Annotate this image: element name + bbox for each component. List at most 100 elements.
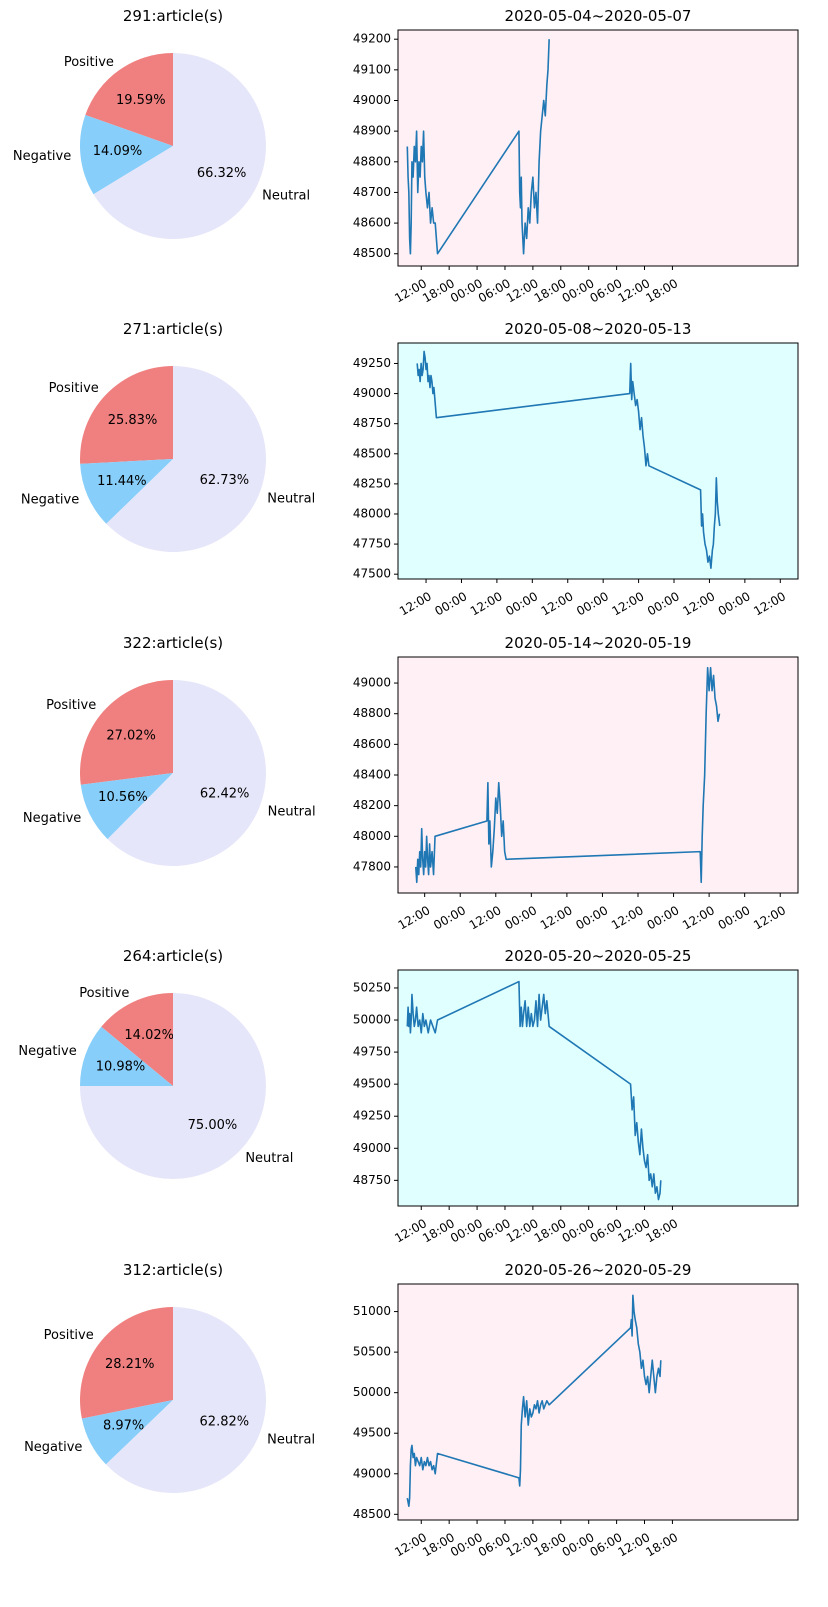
y-tick-label: 50500: [353, 1345, 391, 1359]
plot-area: [398, 970, 798, 1206]
pie-slice-neutral: [80, 993, 266, 1179]
x-tick-label: 12:00: [539, 589, 576, 618]
pie-label-positive: Positive: [49, 381, 99, 396]
x-tick-label: 00:00: [644, 903, 681, 932]
price-line: [406, 1294, 662, 1508]
pie-label-negative: Negative: [23, 811, 81, 826]
pie-label-neutral: Neutral: [262, 189, 310, 204]
plot-frame: [397, 969, 799, 1207]
pie-pct-neutral: 75.00%: [188, 1118, 238, 1133]
line-title: 2020-05-08~2020-05-13: [505, 320, 692, 338]
pie-slice-positive: [80, 366, 173, 464]
line-title: 2020-05-04~2020-05-07: [505, 7, 692, 25]
pie-title: 291:article(s): [123, 7, 223, 25]
pie-pct-negative: 11.44%: [97, 474, 147, 489]
x-tick-label: 12:00: [610, 589, 647, 618]
pie-pct-positive: 27.02%: [106, 729, 156, 744]
y-tick-label: 48900: [353, 124, 391, 138]
pie-slice-neutral: [107, 680, 267, 866]
plot-frame: [397, 342, 799, 580]
y-tick-label: 48700: [353, 185, 391, 199]
y-tick-label: 49000: [353, 386, 391, 400]
pie-slice-negative: [81, 1400, 173, 1465]
pie-slice-neutral: [93, 53, 267, 239]
pie-slice-positive: [85, 52, 173, 146]
line-title: 2020-05-20~2020-05-25: [505, 947, 692, 965]
pie-label-positive: Positive: [46, 698, 96, 713]
x-tick-label: 18:00: [643, 1216, 680, 1245]
pie-label-neutral: Neutral: [268, 804, 316, 819]
plot-frame: [397, 29, 799, 267]
plot-frame: [397, 656, 799, 894]
pie-pct-negative: 10.56%: [98, 790, 148, 805]
y-tick-label: 50000: [353, 1013, 391, 1027]
plot-frame: [397, 1283, 799, 1521]
pie-label-positive: Positive: [79, 986, 129, 1001]
y-tick-label: 48500: [353, 246, 391, 260]
y-tick-label: 50250: [353, 980, 391, 994]
plot-area: [398, 30, 798, 266]
pie-slice-positive: [101, 993, 173, 1086]
plot-area: [398, 343, 798, 579]
x-tick-label: 00:00: [716, 589, 753, 618]
pie-pct-neutral: 62.82%: [200, 1414, 250, 1429]
pie-slice-negative: [80, 1026, 173, 1086]
x-tick-label: 00:00: [432, 589, 469, 618]
x-tick-label: 00:00: [503, 589, 540, 618]
y-tick-label: 48400: [353, 768, 391, 782]
pie-label-positive: Positive: [44, 1328, 94, 1343]
y-tick-label: 48750: [353, 1173, 391, 1187]
pie-slice-neutral: [106, 366, 267, 552]
x-tick-label: 00:00: [645, 589, 682, 618]
y-tick-label: 49250: [353, 1109, 391, 1123]
pie-pct-neutral: 66.32%: [197, 166, 247, 181]
y-tick-label: 49250: [353, 356, 391, 370]
pie-label-positive: Positive: [64, 55, 114, 70]
y-tick-label: 49100: [353, 62, 391, 76]
x-tick-label: 12:00: [467, 903, 504, 932]
x-tick-label: 12:00: [751, 589, 788, 618]
pie-label-neutral: Neutral: [245, 1151, 293, 1166]
pie-pct-positive: 28.21%: [105, 1357, 155, 1372]
pie-pct-negative: 8.97%: [103, 1418, 144, 1433]
x-tick-label: 12:00: [680, 589, 717, 618]
pie-label-negative: Negative: [18, 1044, 76, 1059]
y-tick-label: 48800: [353, 154, 391, 168]
pie-title: 312:article(s): [123, 1261, 223, 1279]
y-tick-label: 49000: [353, 1141, 391, 1155]
y-tick-label: 48500: [353, 446, 391, 460]
y-tick-label: 49200: [353, 32, 391, 46]
y-tick-label: 48000: [353, 829, 391, 843]
price-line: [416, 350, 721, 569]
plot-area: [398, 1284, 798, 1520]
y-tick-label: 47500: [353, 567, 391, 581]
y-tick-label: 48750: [353, 416, 391, 430]
pie-pct-negative: 14.09%: [93, 144, 143, 159]
line-title: 2020-05-14~2020-05-19: [505, 634, 692, 652]
pie-label-negative: Negative: [13, 149, 71, 164]
x-tick-label: 00:00: [574, 589, 611, 618]
pie-slice-neutral: [105, 1307, 266, 1493]
x-tick-label: 00:00: [716, 903, 753, 932]
x-tick-label: 12:00: [397, 589, 434, 618]
plot-area: [398, 657, 798, 893]
y-tick-label: 49500: [353, 1077, 391, 1091]
pie-slice-negative: [79, 114, 173, 195]
pie-label-negative: Negative: [21, 492, 79, 507]
y-tick-label: 49500: [353, 1426, 391, 1440]
x-tick-label: 12:00: [468, 589, 505, 618]
y-tick-label: 48600: [353, 216, 391, 230]
pie-pct-positive: 25.83%: [108, 413, 158, 428]
line-title: 2020-05-26~2020-05-29: [505, 1261, 692, 1279]
x-tick-label: 18:00: [643, 276, 680, 305]
y-tick-label: 49000: [353, 676, 391, 690]
y-tick-label: 49000: [353, 93, 391, 107]
y-tick-label: 48000: [353, 506, 391, 520]
pie-slice-positive: [80, 680, 173, 785]
y-tick-label: 50000: [353, 1385, 391, 1399]
price-line: [414, 666, 721, 884]
x-tick-label: 00:00: [573, 903, 610, 932]
y-tick-label: 48600: [353, 737, 391, 751]
pie-slice-negative: [80, 773, 173, 840]
